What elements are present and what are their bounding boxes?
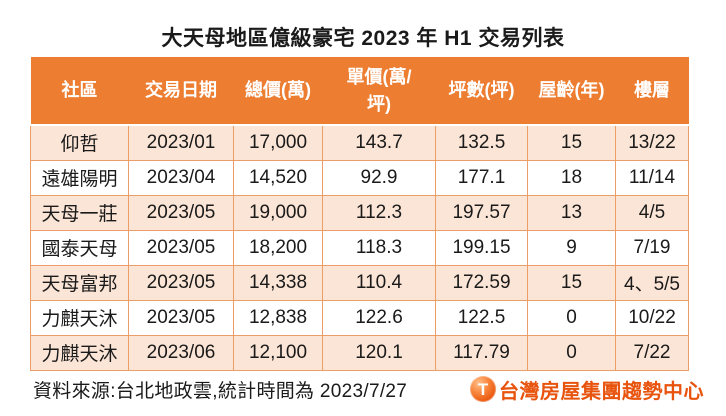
cell-unit-price: 92.9	[322, 159, 436, 196]
taiwan-housing-logo-text: 台灣房屋集團趨勢中心	[499, 380, 704, 403]
cell-unit-price: 143.7	[322, 124, 436, 161]
cell-area: 132.5	[435, 124, 528, 161]
cell-community: 力麒天沐	[30, 299, 129, 336]
cell-community: 力麒天沐	[30, 334, 129, 371]
table-row: 天母富邦 2023/05 14,338 110.4 172.59 15 4、5/…	[30, 264, 689, 301]
column-header-area: 坪數(坪)	[435, 57, 528, 126]
column-header-floor: 樓層	[615, 57, 689, 126]
cell-total-price: 12,838	[233, 299, 323, 336]
cell-date: 2023/04	[128, 159, 234, 196]
data-source-note: 資料來源:台北地政雲,統計時間為 2023/7/27	[33, 380, 408, 402]
cell-community: 遠雄陽明	[30, 159, 129, 196]
cell-unit-price: 112.3	[322, 194, 436, 231]
cell-community: 天母富邦	[30, 264, 129, 301]
column-header-age: 屋齡(年)	[527, 57, 616, 126]
cell-area: 197.57	[435, 194, 528, 231]
cell-age: 0	[527, 299, 616, 336]
table-row: 天母一莊 2023/05 19,000 112.3 197.57 13 4/5	[30, 194, 689, 231]
cell-date: 2023/06	[128, 334, 234, 371]
cell-area: 199.15	[435, 229, 528, 266]
cell-floor: 11/14	[615, 159, 689, 196]
footer: 資料來源:台北地政雲,統計時間為 2023/7/27 T 台灣房屋集團趨勢中心	[33, 372, 704, 406]
cell-area: 122.5	[435, 299, 528, 336]
cell-floor: 7/19	[615, 229, 689, 266]
table-row: 力麒天沐 2023/06 12,100 120.1 117.79 0 7/22	[30, 334, 689, 371]
column-header-total-price: 總價(萬)	[233, 57, 323, 126]
cell-total-price: 12,100	[233, 334, 323, 371]
table-row: 國泰天母 2023/05 18,200 118.3 199.15 9 7/19	[30, 229, 689, 266]
cell-community: 天母一莊	[30, 194, 129, 231]
cell-area: 172.59	[435, 264, 528, 301]
table-row: 仰哲 2023/01 17,000 143.7 132.5 15 13/22	[30, 124, 689, 161]
cell-age: 9	[527, 229, 616, 266]
taiwan-housing-logo: T 台灣房屋集團趨勢中心	[470, 375, 704, 404]
cell-age: 15	[527, 124, 616, 161]
cell-age: 0	[527, 334, 616, 371]
cell-date: 2023/05	[128, 229, 234, 266]
cell-floor: 4/5	[615, 194, 689, 231]
cell-unit-price: 110.4	[322, 264, 436, 301]
cell-unit-price: 122.6	[322, 299, 436, 336]
cell-floor: 10/22	[615, 299, 689, 336]
page-title: 大天母地區億級豪宅 2023 年 H1 交易列表	[161, 27, 565, 50]
cell-community: 仰哲	[30, 124, 129, 161]
cell-total-price: 14,338	[233, 264, 323, 301]
cell-total-price: 14,520	[233, 159, 323, 196]
cell-floor: 7/22	[615, 334, 689, 371]
cell-date: 2023/05	[128, 299, 234, 336]
column-header-community: 社區	[30, 57, 129, 126]
transactions-table: 社區 交易日期 總價(萬) 單價(萬/坪) 坪數(坪) 屋齡(年) 樓層 仰哲 …	[30, 57, 689, 371]
cell-age: 13	[527, 194, 616, 231]
cell-area: 117.79	[435, 334, 528, 371]
cell-unit-price: 120.1	[322, 334, 436, 371]
cell-total-price: 17,000	[233, 124, 323, 161]
cell-floor: 13/22	[615, 124, 689, 161]
cell-date: 2023/05	[128, 194, 234, 231]
cell-area: 177.1	[435, 159, 528, 196]
cell-date: 2023/01	[128, 124, 234, 161]
cell-unit-price: 118.3	[322, 229, 436, 266]
cell-date: 2023/05	[128, 264, 234, 301]
column-header-date: 交易日期	[128, 57, 234, 126]
cell-total-price: 18,200	[233, 229, 323, 266]
column-header-unit-price: 單價(萬/坪)	[322, 57, 436, 126]
cell-floor: 4、5/5	[615, 264, 689, 301]
taiwan-housing-t-sphere-icon: T	[470, 376, 496, 402]
cell-age: 18	[527, 159, 616, 196]
cell-total-price: 19,000	[233, 194, 323, 231]
table-row: 遠雄陽明 2023/04 14,520 92.9 177.1 18 11/14	[30, 159, 689, 196]
table-header: 社區 交易日期 總價(萬) 單價(萬/坪) 坪數(坪) 屋齡(年) 樓層	[30, 57, 689, 126]
cell-age: 15	[527, 264, 616, 301]
table-row: 力麒天沐 2023/05 12,838 122.6 122.5 0 10/22	[30, 299, 689, 336]
table-header-row: 社區 交易日期 總價(萬) 單價(萬/坪) 坪數(坪) 屋齡(年) 樓層	[30, 57, 689, 126]
cell-community: 國泰天母	[30, 229, 129, 266]
table-body: 仰哲 2023/01 17,000 143.7 132.5 15 13/22 遠…	[30, 124, 689, 371]
